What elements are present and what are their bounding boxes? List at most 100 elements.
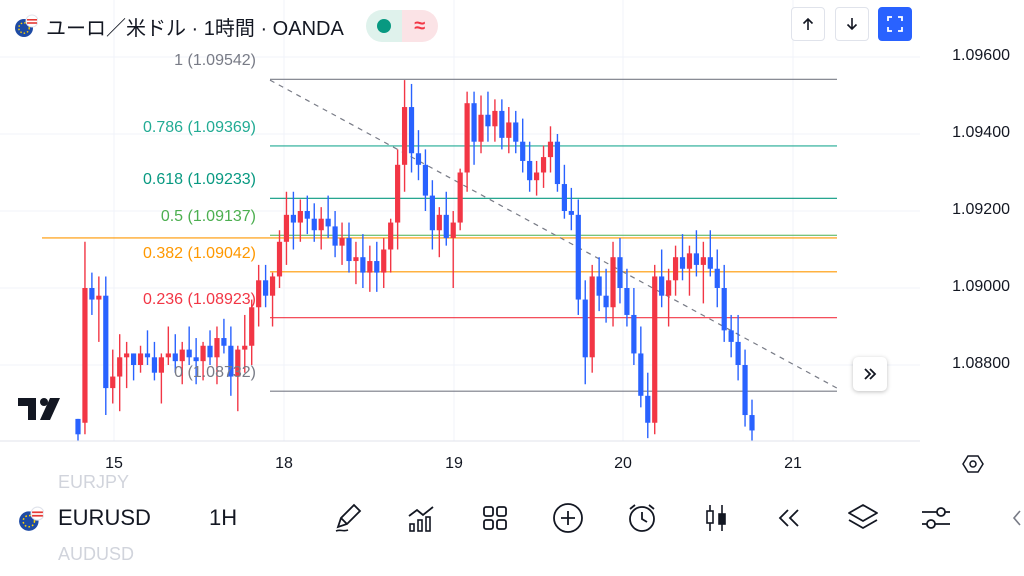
candle-6 (117, 334, 123, 412)
candle-66 (533, 160, 540, 196)
realtime-status[interactable] (365, 10, 402, 42)
candle-45 (388, 218, 394, 273)
candle-42 (367, 245, 373, 292)
candle-22 (228, 326, 234, 396)
candle-79 (624, 268, 630, 327)
candle-47 (401, 80, 408, 192)
candle-58 (478, 95, 484, 154)
candle-2 (89, 272, 95, 315)
candle-3 (96, 276, 102, 342)
candle-26 (256, 264, 262, 327)
layouts-button[interactable] (477, 500, 513, 536)
candle-24 (242, 314, 248, 373)
market-status-pill[interactable]: ≈ (365, 10, 438, 42)
layers-button[interactable] (845, 500, 881, 536)
fullscreen-button[interactable] (878, 7, 912, 41)
price-tick-label: 1.09400 (952, 124, 1010, 141)
candle-31 (290, 191, 297, 250)
candle-40 (353, 241, 359, 285)
replay-button[interactable] (771, 500, 807, 536)
candle-60 (492, 99, 498, 142)
candle-61 (499, 99, 505, 150)
price-tick-label: 1.09200 (952, 201, 1010, 218)
candle-87 (679, 234, 686, 281)
chart-header: ユーロ／米ドル · 1時間 · OANDA ≈ (14, 10, 438, 42)
arrow-down-icon (846, 18, 858, 31)
candle-32 (297, 199, 303, 242)
expand-panel-button[interactable] (853, 357, 887, 391)
candle-88 (686, 245, 693, 296)
candle-5 (110, 349, 116, 404)
chart-settings-button[interactable] (961, 452, 985, 476)
candle-90 (700, 241, 706, 304)
layouts-icon (483, 506, 507, 530)
price-chart[interactable] (0, 0, 1024, 480)
candle-18 (200, 341, 206, 381)
candle-56 (464, 91, 470, 192)
scroll-up-button[interactable] (791, 7, 825, 41)
candle-11 (151, 341, 158, 381)
candle-91 (707, 230, 713, 277)
candle-59 (485, 91, 491, 142)
alert-button[interactable] (624, 500, 660, 536)
candle-84 (659, 249, 665, 308)
scroll-down-button[interactable] (835, 7, 869, 41)
candle-14 (172, 334, 178, 373)
candle-35 (318, 207, 324, 250)
candle-46 (395, 149, 401, 250)
price-tick-label: 1.08800 (952, 355, 1010, 372)
candle-54 (450, 211, 456, 288)
candle-53 (443, 191, 449, 246)
eurusd-flag-icon (14, 14, 39, 38)
add-icon (553, 503, 583, 533)
candle-93 (721, 264, 727, 342)
candle-48 (408, 83, 415, 173)
candle-7 (124, 341, 130, 389)
candle-86 (672, 245, 679, 296)
candle-64 (520, 118, 526, 173)
add-button[interactable] (550, 500, 586, 536)
settings-button[interactable] (918, 500, 954, 536)
hexagon-settings-icon (962, 455, 984, 473)
indicators-icon (408, 506, 434, 532)
chart-type-button[interactable] (698, 500, 734, 536)
candle-25 (249, 299, 255, 365)
candle-81 (638, 326, 644, 408)
indicators-button[interactable] (403, 500, 439, 536)
symbol-button[interactable]: EURUSD (58, 505, 151, 530)
candle-9 (137, 345, 144, 373)
candle-43 (374, 241, 380, 292)
candle-62 (506, 107, 512, 154)
green-dot-icon (376, 19, 391, 33)
candle-85 (666, 268, 672, 327)
toolbar-more-chevron-icon[interactable] (1010, 508, 1022, 533)
candle-65 (527, 141, 533, 192)
chart-title: ユーロ／米ドル · 1時間 · OANDA (46, 17, 344, 40)
candle-4 (103, 276, 109, 416)
tradingview-logo[interactable] (18, 396, 66, 427)
candle-52 (436, 207, 442, 258)
drawing-tools-button[interactable] (330, 500, 366, 536)
candle-19 (207, 330, 213, 365)
candle-83 (652, 264, 658, 435)
candle-13 (165, 326, 171, 365)
delayed-status[interactable]: ≈ (401, 10, 438, 42)
candle-63 (513, 110, 519, 154)
fib-label-3: 0.5 (1.09137) (160, 208, 256, 226)
candle-44 (381, 237, 387, 288)
replay-icon (778, 509, 799, 527)
candle-68 (547, 126, 554, 173)
fullscreen-icon (887, 16, 903, 32)
price-tick-label: 1.09600 (952, 47, 1010, 64)
candle-39 (346, 222, 352, 273)
candle-75 (596, 257, 602, 312)
candle-33 (304, 195, 310, 235)
candle-38 (339, 222, 345, 265)
candle-20 (214, 326, 220, 385)
fib-label-6: 0 (1.08732) (174, 364, 256, 382)
candle-1 (82, 241, 88, 435)
candle-72 (575, 199, 581, 315)
candle-96 (742, 349, 748, 427)
interval-button[interactable]: 1H (209, 505, 238, 530)
approx-icon: ≈ (414, 14, 426, 37)
